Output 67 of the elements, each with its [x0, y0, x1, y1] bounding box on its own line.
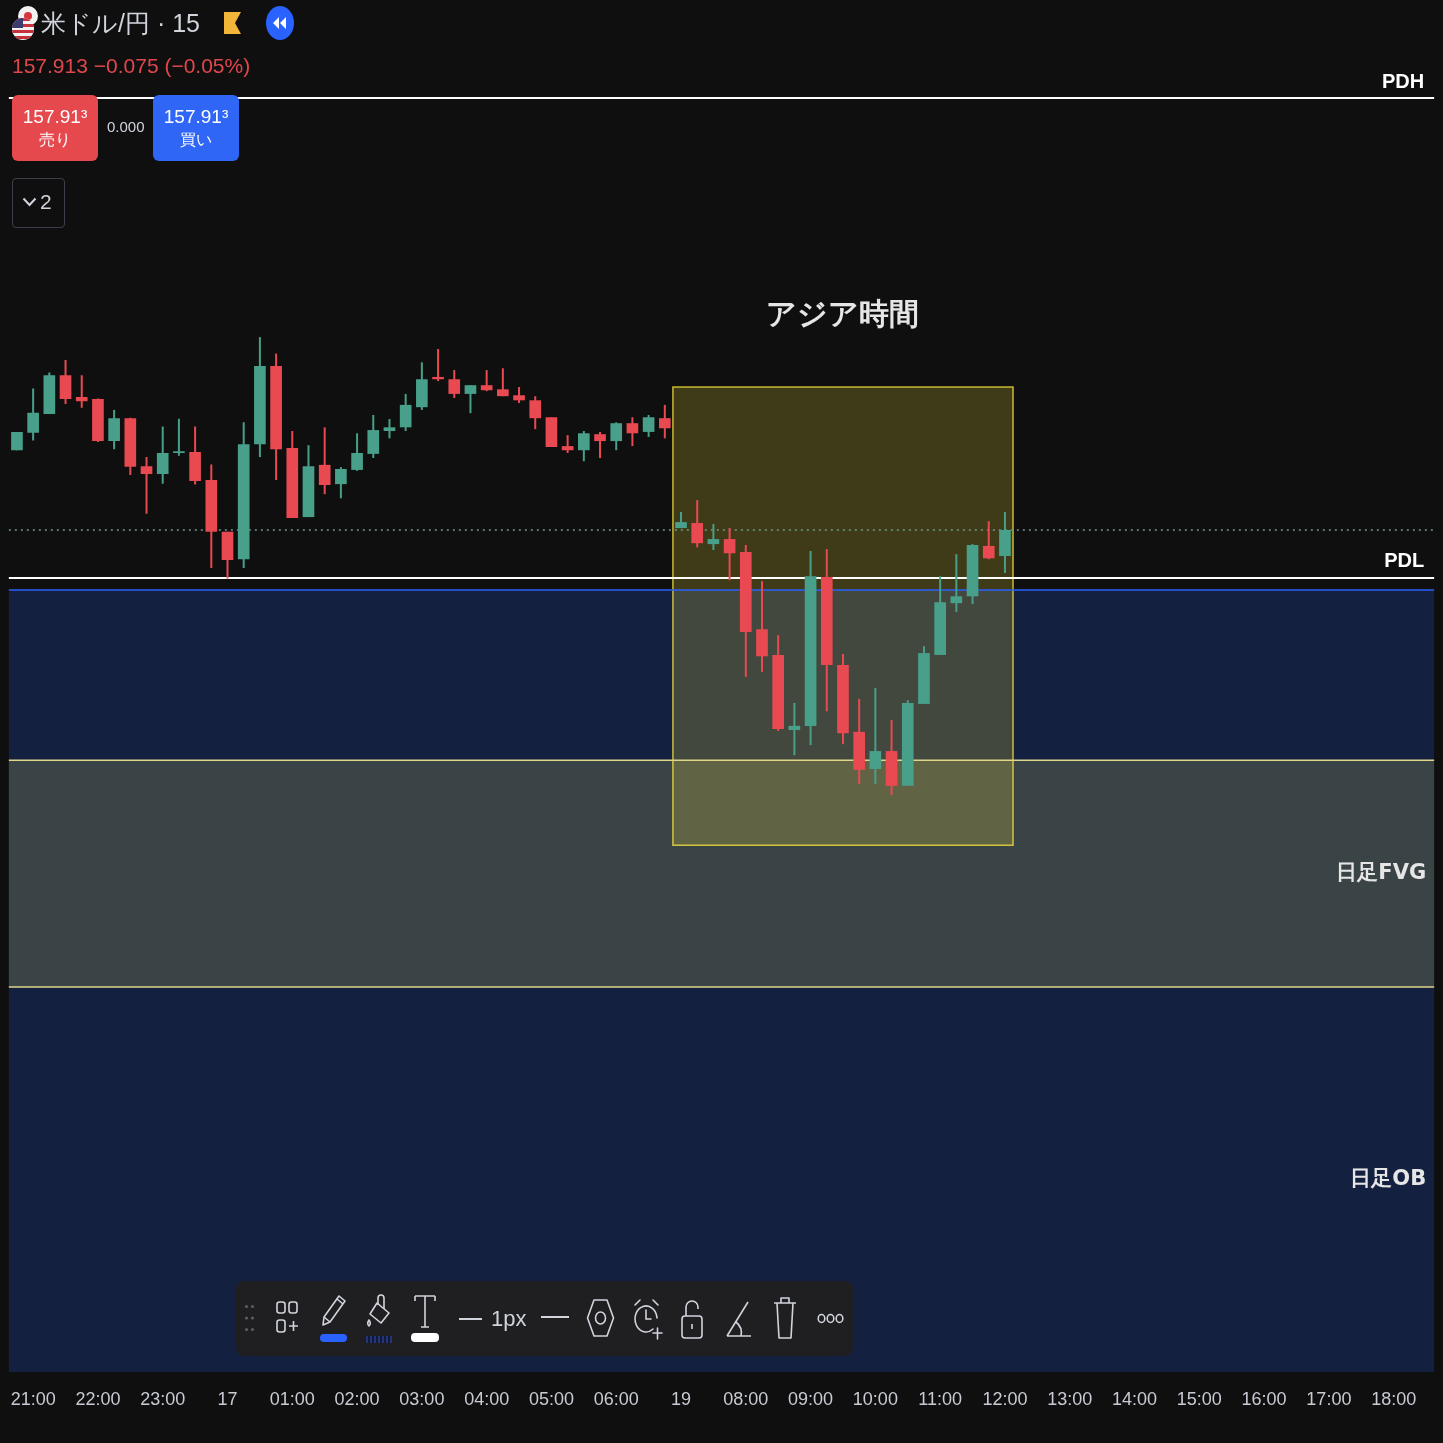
x-tick-label: 14:00: [1111, 1388, 1158, 1409]
candlestick: [691, 499, 704, 549]
candlestick: [399, 392, 412, 432]
candlestick: [448, 369, 461, 400]
candlestick: [642, 413, 655, 438]
candlestick: [594, 430, 606, 460]
candlestick: [626, 416, 639, 448]
candlestick: [529, 395, 542, 431]
candlestick: [318, 426, 331, 496]
candlestick: [156, 425, 169, 485]
x-tick-label: 03:00: [399, 1388, 445, 1409]
candlestick: [335, 466, 347, 500]
x-tick-label: 11:00: [918, 1388, 963, 1409]
ref-line-label: PDH: [1381, 69, 1425, 92]
x-tick-label: 21:00: [10, 1388, 56, 1409]
band-label: 日足OB: [1350, 1165, 1427, 1190]
x-tick-label: 04:00: [464, 1388, 510, 1409]
candlestick: [869, 686, 882, 786]
ref-line-label: PDL: [1384, 549, 1425, 572]
candlestick: [140, 456, 153, 515]
candlestick: [367, 413, 380, 460]
text: 1px: [491, 1306, 527, 1332]
text: 2: [40, 190, 52, 214]
x-tick-label: 06:00: [593, 1388, 639, 1409]
x-tick-label: 13:00: [1047, 1388, 1093, 1409]
candlestick: [383, 418, 396, 440]
candlestick: [173, 417, 185, 457]
x-tick-label: 16:00: [1241, 1388, 1287, 1409]
x-tick-label: 02:00: [334, 1388, 380, 1409]
x-tick-label: 09:00: [788, 1388, 834, 1409]
band-label: 日足FVG: [1336, 860, 1427, 885]
x-tick-label: 12:00: [982, 1388, 1028, 1409]
chart-subtitle: 157.913 −0.075 (−0.05%): [12, 54, 251, 78]
candlestick: [578, 429, 590, 463]
text: 0.000: [107, 118, 145, 135]
candlestick: [788, 701, 801, 757]
candlestick: [59, 359, 72, 405]
candlestick: [950, 553, 963, 613]
candlestick: [480, 369, 493, 393]
candlestick: [982, 520, 995, 561]
x-tick-label: 05:00: [528, 1388, 574, 1409]
candlestick: [351, 432, 363, 472]
candlestick: [723, 527, 736, 582]
x-tick-label: 17: [217, 1388, 238, 1409]
text: 売り: [39, 130, 71, 150]
candlestick: [108, 408, 120, 451]
candlestick: [27, 387, 39, 442]
x-tick-label: 15:00: [1176, 1388, 1222, 1409]
candlestick: [610, 421, 623, 452]
text: 買い: [180, 130, 212, 150]
text: 157.91³: [22, 105, 88, 129]
x-tick-label: 17:00: [1306, 1388, 1352, 1409]
x-tick-label: 08:00: [723, 1388, 769, 1409]
x-tick-label: 18:00: [1371, 1388, 1417, 1409]
x-tick-label: 10:00: [852, 1388, 898, 1409]
x-tick-label: 01:00: [269, 1388, 315, 1409]
chart-title: 米ドル/円 · 15: [41, 7, 200, 39]
x-tick-label: 19: [670, 1388, 692, 1409]
text: 157.91³: [163, 105, 229, 129]
candlestick: [75, 374, 88, 409]
x-tick-label: 23:00: [140, 1388, 186, 1409]
candlestick: [497, 367, 509, 398]
x-tick-label: 22:00: [75, 1388, 121, 1409]
band-label: アジア時間: [766, 295, 920, 331]
candlestick: [464, 384, 477, 415]
candlestick: [707, 522, 720, 552]
candlestick: [658, 403, 671, 440]
